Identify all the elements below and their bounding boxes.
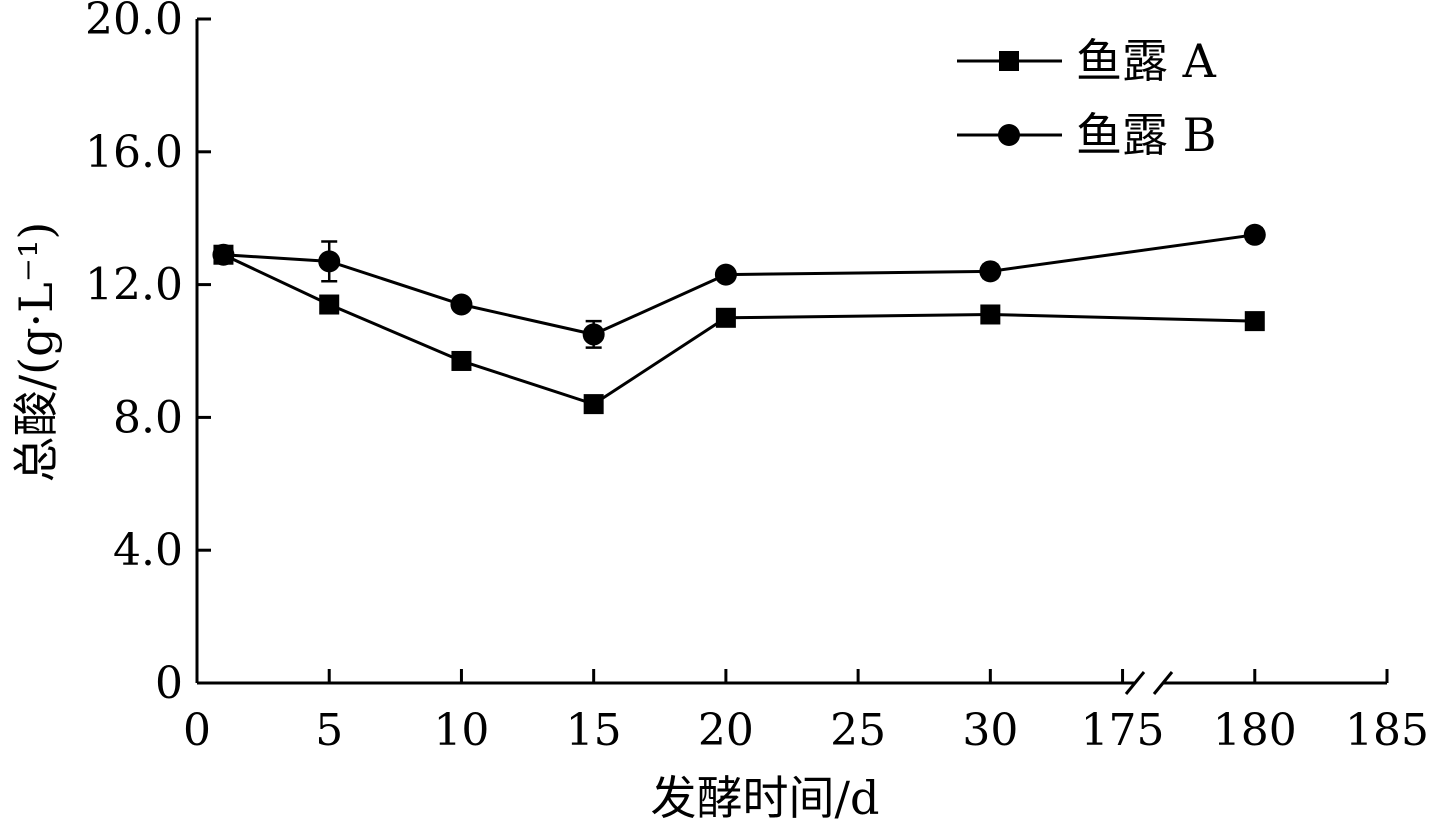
x-tick-label: 25 [830, 705, 886, 756]
series-layer [212, 223, 1266, 415]
data-point-square [451, 350, 472, 371]
y-tick-label: 8.0 [113, 392, 183, 443]
data-point-circle [998, 124, 1020, 146]
legend: 鱼露 A 鱼露 B [957, 34, 1217, 162]
data-point-circle [318, 250, 341, 273]
series-2 [212, 223, 1266, 349]
x-tick-label: 30 [962, 705, 1018, 756]
x-tick-label: 0 [183, 705, 211, 756]
axis-break-mark [1152, 671, 1174, 695]
x-axis-title: 发酵时间/d [651, 771, 880, 824]
data-point-square [980, 304, 1001, 325]
y-tick-label: 20.0 [85, 0, 183, 45]
y-tick-label: 16.0 [85, 127, 183, 178]
legend-label: 鱼露 B [1076, 108, 1216, 162]
data-point-square [999, 51, 1019, 71]
x-tick-label: 20 [698, 705, 754, 756]
x-tick-label: 10 [433, 705, 489, 756]
x-tick-label: 185 [1345, 705, 1429, 756]
data-point-circle [582, 323, 605, 346]
legend-label: 鱼露 A [1076, 34, 1217, 88]
data-point-circle [450, 293, 473, 316]
data-point-circle [979, 260, 1002, 283]
y-axis-title: 总酸/(g·L⁻¹) [9, 222, 63, 483]
x-tick-label: 175 [1081, 705, 1165, 756]
x-tick-label: 180 [1213, 705, 1297, 756]
x-tick-label: 5 [315, 705, 343, 756]
data-point-square [1244, 311, 1265, 332]
axes: 0 4.0 8.0 12.0 16.0 20.0 0 5 10 15 20 25 30 175 180 185 [85, 0, 1429, 756]
axis-break-mark [1124, 671, 1146, 695]
data-point-circle [714, 263, 737, 286]
y-tick-label: 0 [155, 658, 183, 709]
data-point-circle [1243, 223, 1266, 246]
data-point-square [583, 394, 604, 415]
data-point-circle [212, 243, 235, 266]
y-tick-label: 4.0 [113, 525, 183, 576]
x-tick-label: 15 [566, 705, 622, 756]
data-point-square [319, 294, 340, 315]
series-line [223, 233, 1255, 336]
data-point-square [715, 307, 736, 328]
series-1 [213, 244, 1265, 415]
y-tick-label: 12.0 [85, 260, 183, 311]
